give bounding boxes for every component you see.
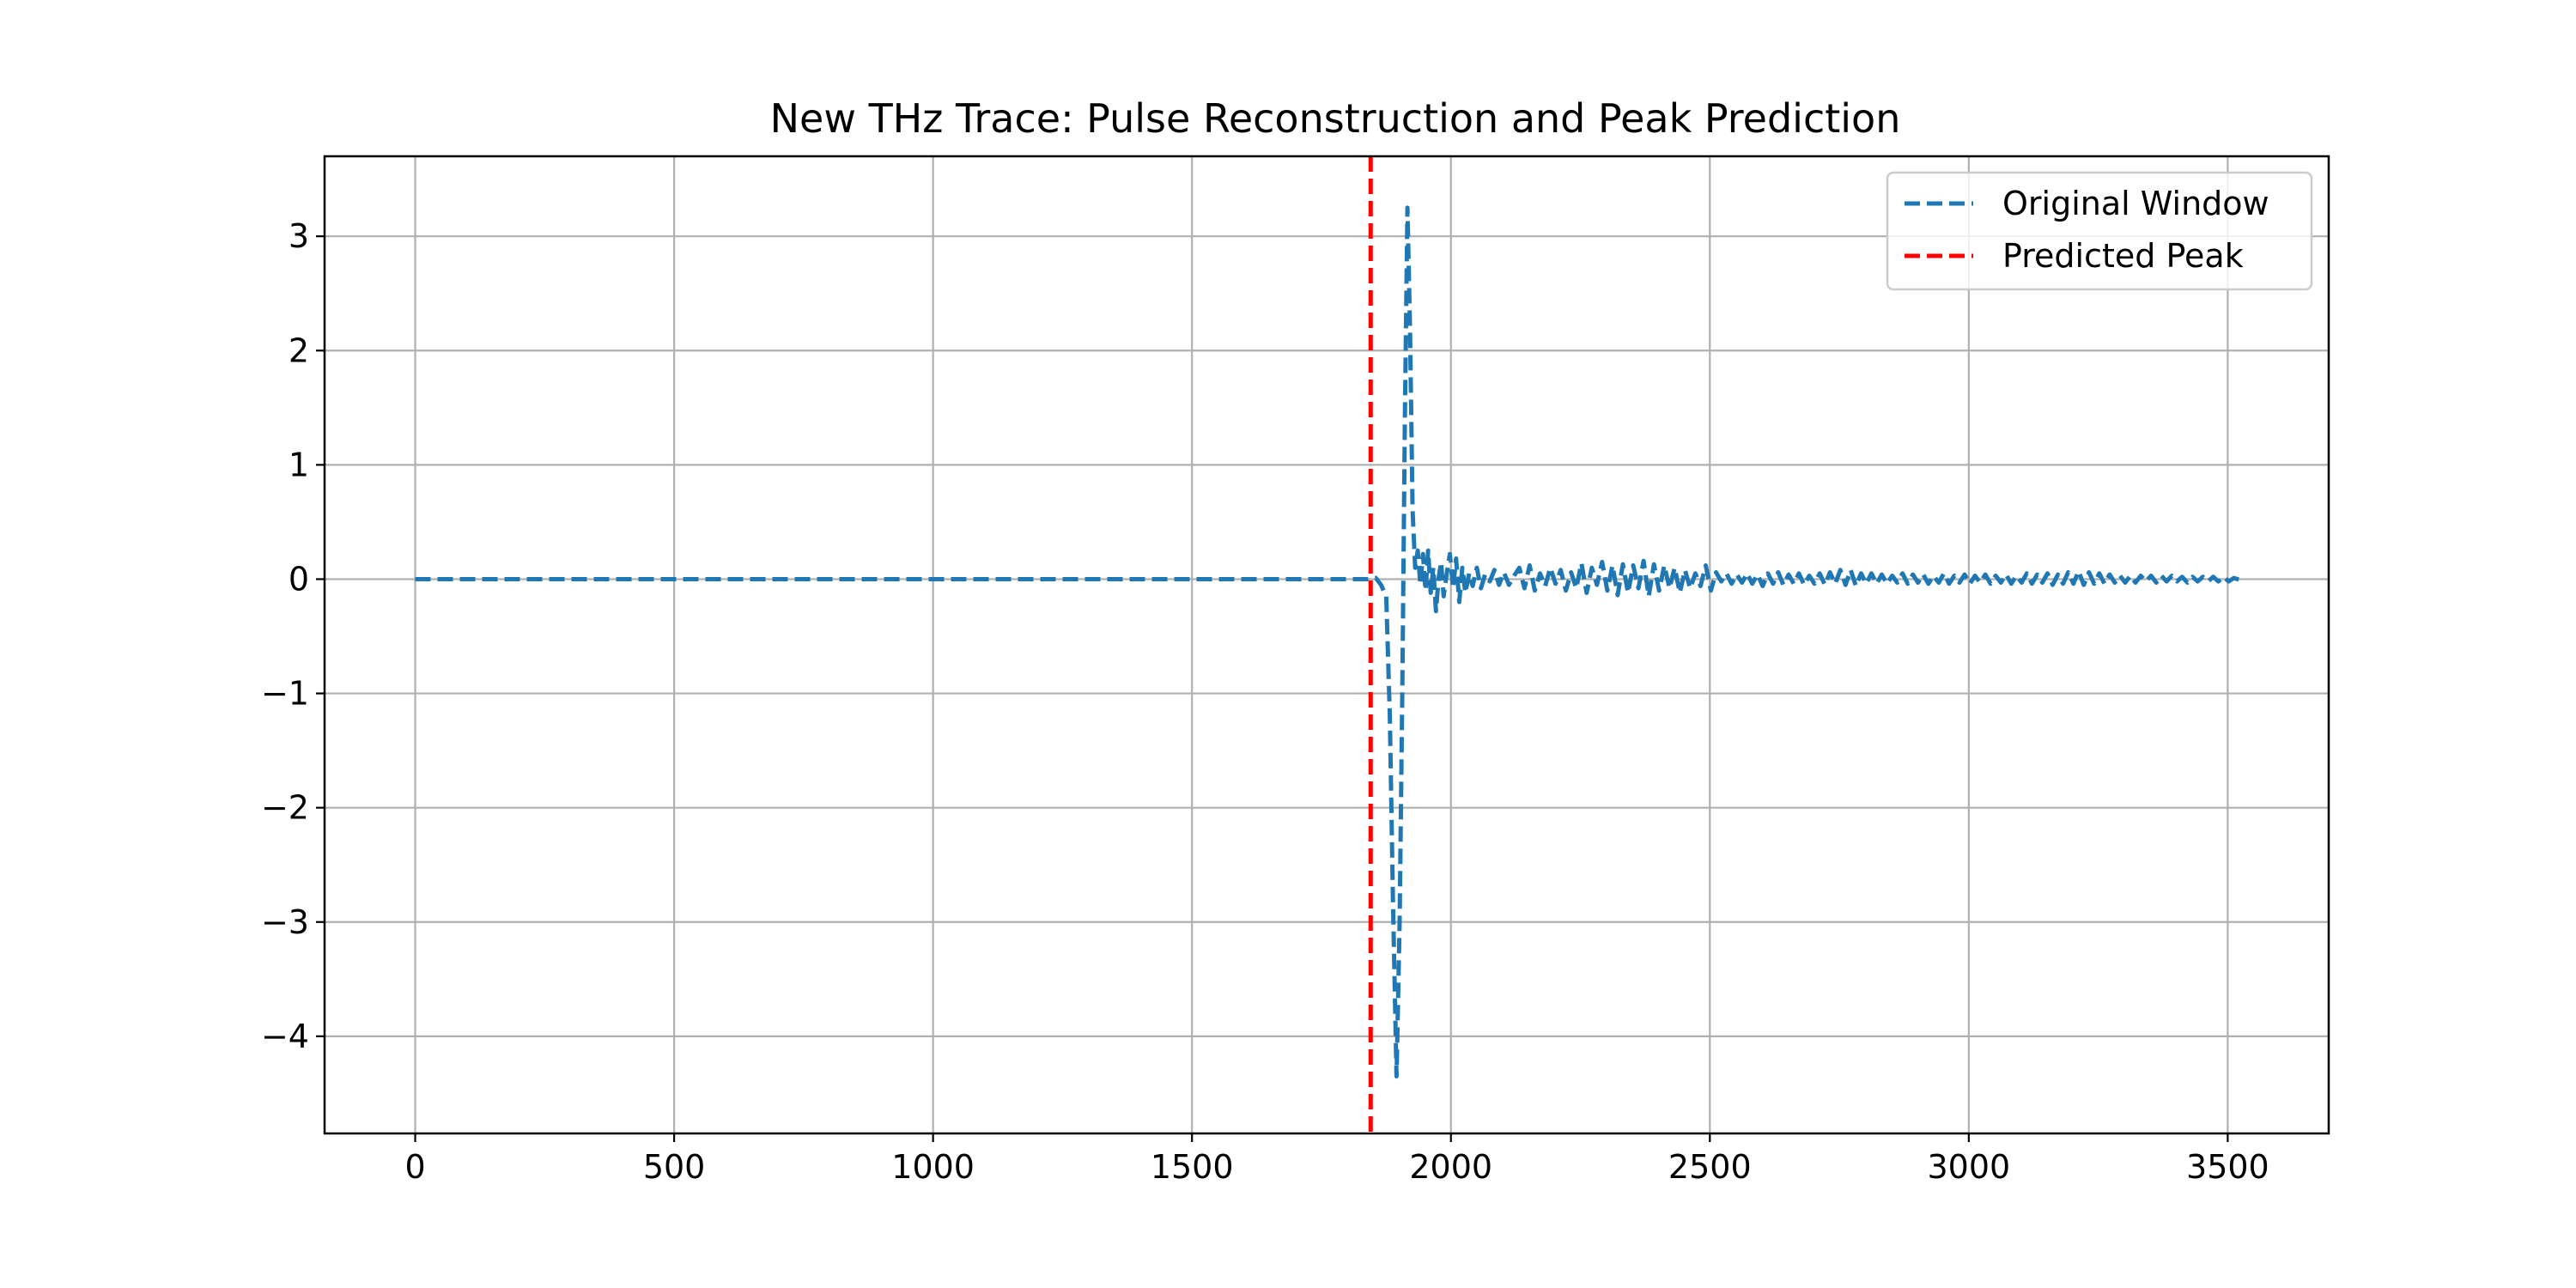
- y-tick-label: 3: [289, 217, 309, 255]
- series-original-window-line: [415, 205, 2242, 1078]
- x-tick-label: 0: [404, 1148, 425, 1186]
- x-tick-label: 1500: [1151, 1148, 1234, 1186]
- y-tick-label: −3: [261, 903, 309, 941]
- legend: Original Window Predicted Peak: [1886, 171, 2313, 291]
- series-layer: [415, 156, 2242, 1133]
- legend-box: [1886, 171, 2313, 291]
- y-tick-label: 0: [289, 560, 309, 598]
- x-tick-label: 3000: [1927, 1148, 2010, 1186]
- y-tick-label: 1: [289, 446, 309, 483]
- chart-title: New THz Trace: Pulse Reconstruction and …: [770, 95, 1901, 142]
- x-tick-label: 500: [643, 1148, 706, 1186]
- legend-label-original-window: Original Window: [2002, 185, 2269, 222]
- x-tick-label: 2000: [1409, 1148, 1492, 1186]
- axis-ticks: 0 500 1000 1500 2000 2500 3000 3500 3 2 1 0 −1 −2 −3 −4: [261, 217, 2269, 1186]
- legend-label-predicted-peak: Predicted Peak: [2002, 237, 2244, 275]
- y-tick-label: −2: [261, 789, 309, 827]
- grid: [325, 156, 2329, 1133]
- y-tick-label: 2: [289, 331, 309, 369]
- x-tick-label: 2500: [1668, 1148, 1752, 1186]
- y-tick-label: −4: [261, 1018, 309, 1055]
- y-tick-label: −1: [261, 675, 309, 713]
- x-tick-label: 3500: [2186, 1148, 2269, 1186]
- x-tick-label: 1000: [891, 1148, 975, 1186]
- plot-frame: [323, 155, 2330, 1135]
